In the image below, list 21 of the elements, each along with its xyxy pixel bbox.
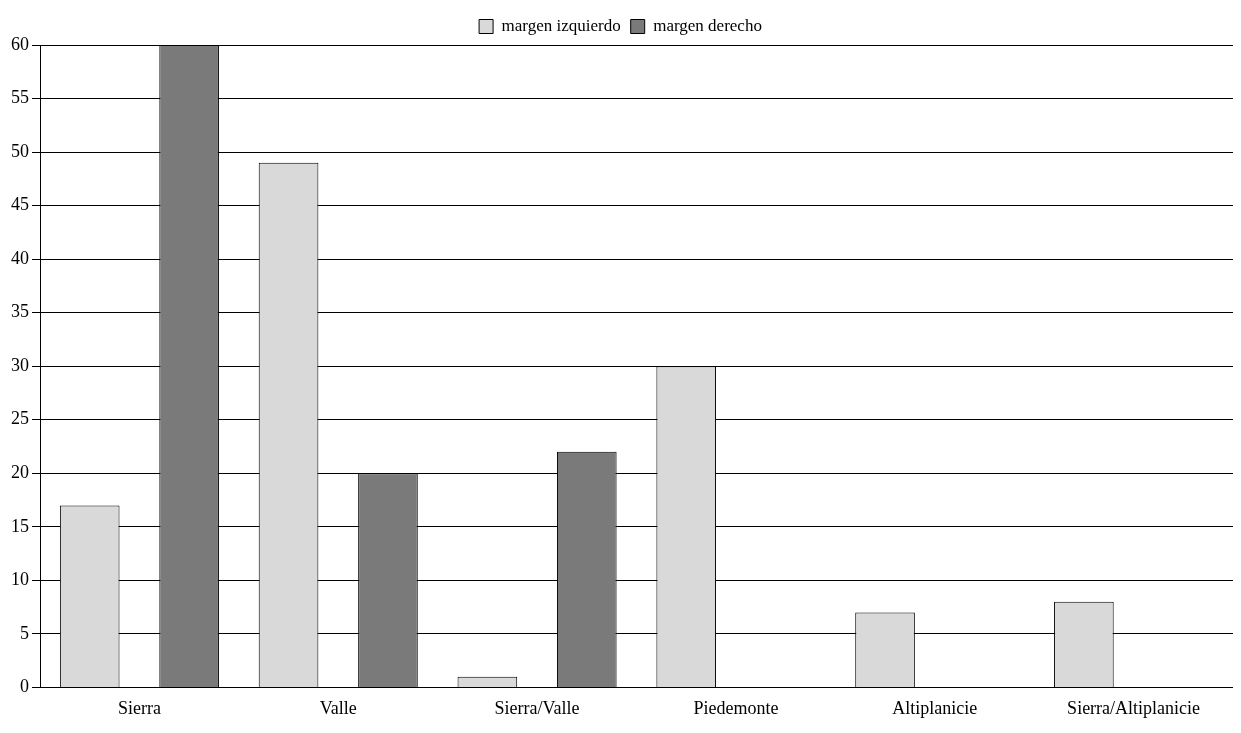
- y-tick-label: 0: [20, 676, 29, 697]
- y-tick-label: 40: [11, 247, 29, 268]
- legend-label: margen derecho: [653, 15, 762, 35]
- y-tick-label: 30: [11, 354, 29, 375]
- x-tick-label: Sierra/Altiplanicie: [1067, 697, 1201, 718]
- x-tick-label: Sierra/Valle: [494, 697, 580, 718]
- y-tick-label: 25: [11, 408, 29, 429]
- y-tick-label: 5: [20, 622, 29, 643]
- x-tick-label: Valle: [319, 697, 357, 718]
- x-tick-label: Sierra: [117, 697, 161, 718]
- y-tick-label: 60: [11, 33, 29, 54]
- y-tick-label: 20: [11, 462, 29, 482]
- y-tick-label: 35: [11, 301, 29, 322]
- y-tick-label: 50: [11, 140, 29, 161]
- y-tick-label: 45: [11, 194, 29, 215]
- x-tick-label: Altiplanicie: [892, 697, 978, 718]
- x-tick-label: Piedemonte: [693, 697, 779, 718]
- y-tick-label: 10: [11, 569, 29, 590]
- y-tick-label: 15: [11, 515, 29, 536]
- legend-label: margen izquierdo: [501, 15, 621, 35]
- y-tick-label: 55: [11, 87, 29, 108]
